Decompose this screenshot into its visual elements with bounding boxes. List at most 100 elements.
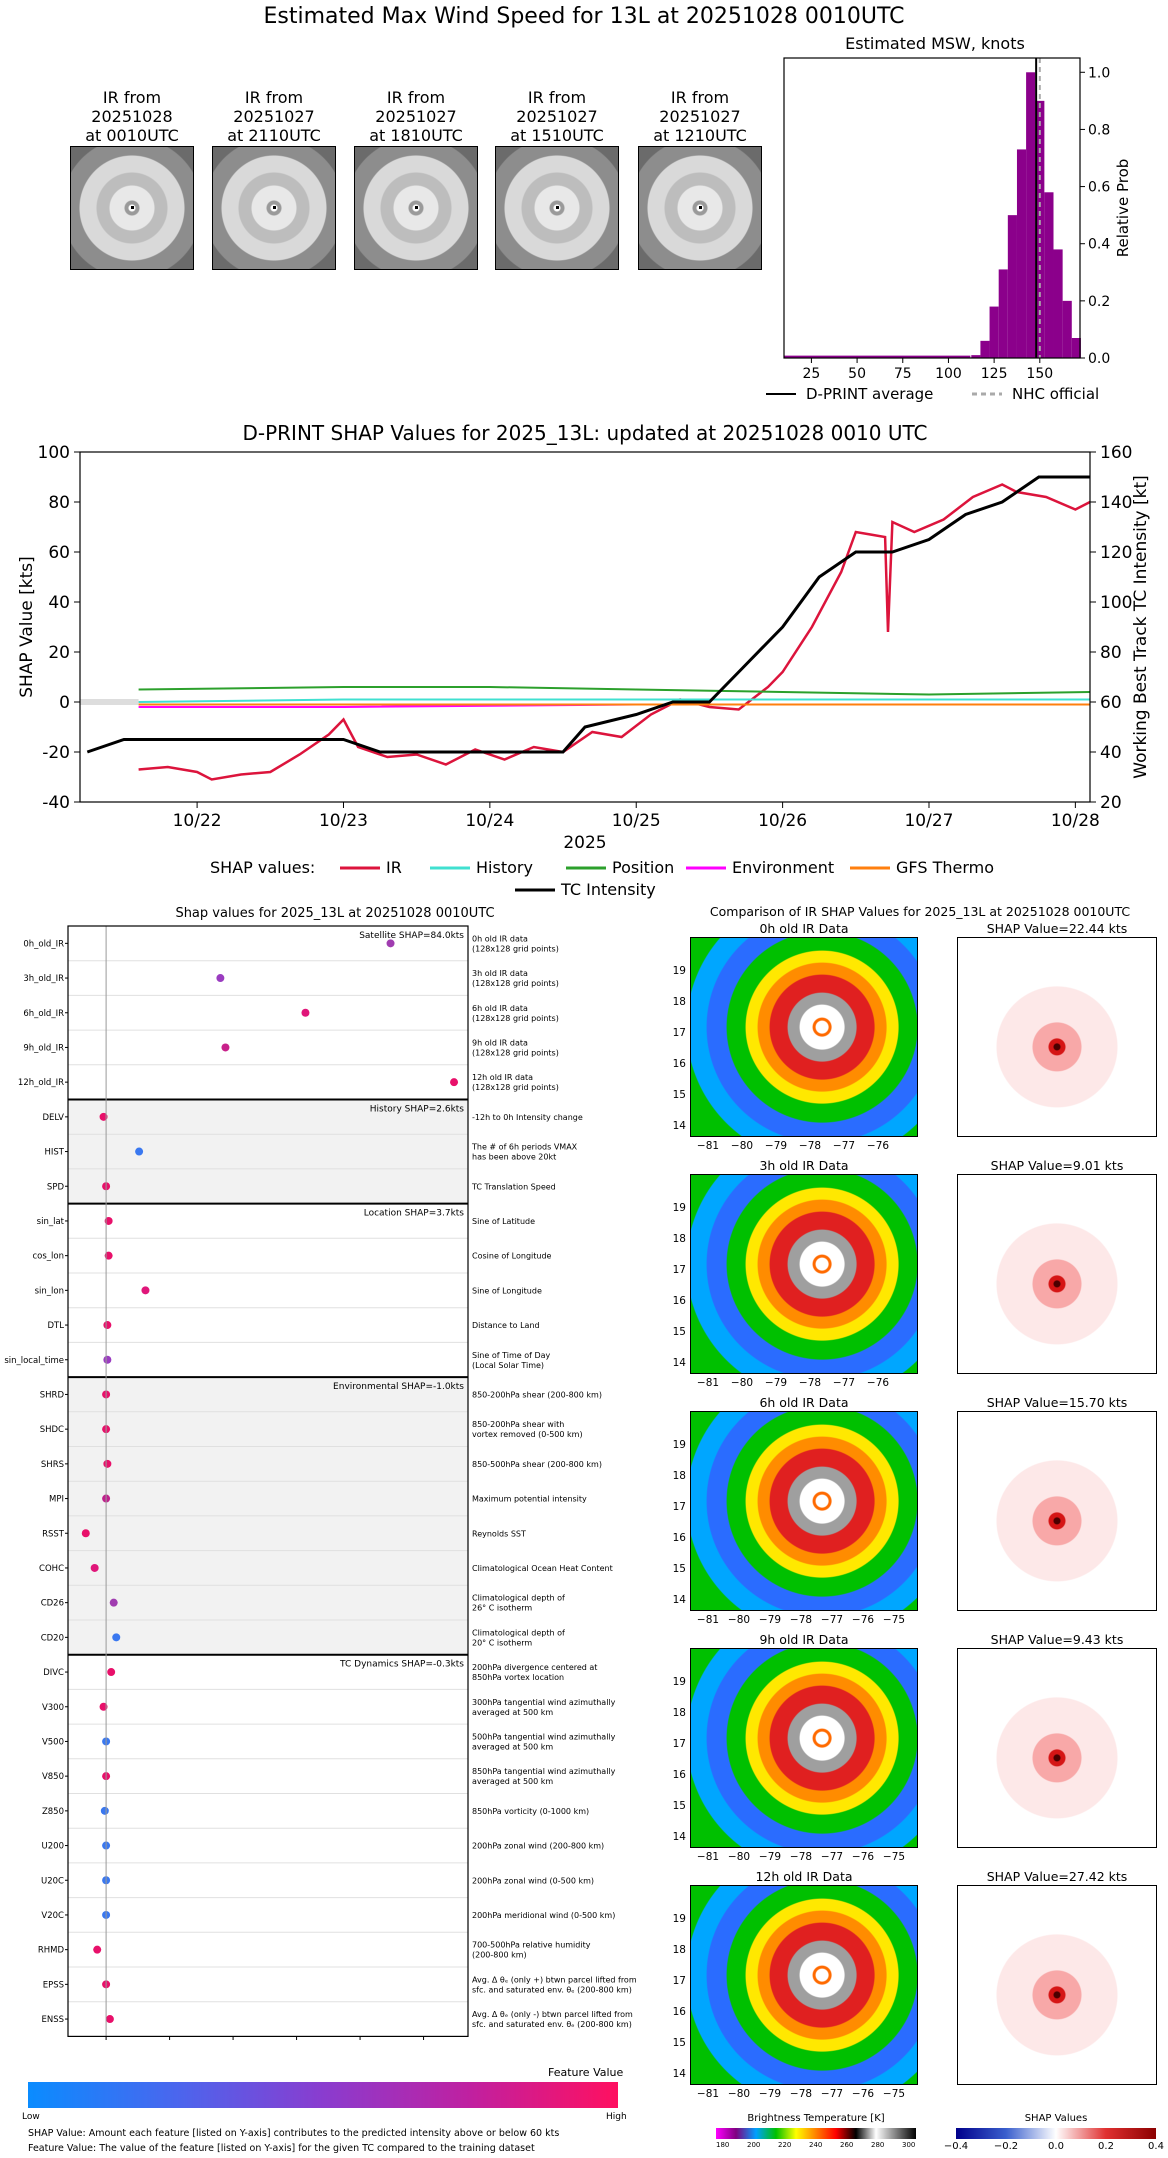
ir-x-tick-label: −78 [789,1614,813,1626]
y-tick-label: 80 [48,493,70,513]
legend-label: Position [612,858,674,877]
ir-y-tick-label: 15 [672,2037,686,2049]
group-label: Environmental SHAP=-1.0kts [333,1382,464,1392]
feature-description: Distance to Land [472,1321,540,1330]
feature-name: SHRD [40,1390,65,1400]
ir-thumbnail-title-line: 20251027 [516,107,598,126]
group-shading [68,1099,468,1204]
feature-description: Climatological depth of [472,1594,565,1603]
ir-thumbnail-title-line: IR from [527,88,587,107]
shap-map-panel [957,1885,1157,2085]
shap-colorbar-ticks: −0.4 −0.2 0.0 0.2 0.4 [944,2141,1164,2153]
feature-description: Climatological depth of [472,1628,565,1637]
feature-description: 20° C isotherm [472,1638,532,1647]
ir-x-tick-label: −80 [730,1377,754,1389]
ir-data-panel [690,1885,918,2085]
ir-x-tick-label: −79 [758,1614,782,1626]
feature-description: (128x128 grid points) [472,1048,559,1057]
feature-description: 0h old IR data [472,934,528,943]
ir-panel-title: 6h old IR Data [759,1395,849,1410]
y-tick-label: 100 [38,443,70,463]
ir-y-tick-label: 17 [672,1264,686,1276]
ir-x-tick-label: −79 [764,1140,788,1152]
feature-description: 200hPa divergence centered at [472,1663,597,1672]
ir-thumbnail-title-line: IR from [670,88,730,107]
feature-description: 500hPa tangential wind azimuthally [472,1732,616,1741]
feature-point [105,2015,114,2024]
feature-point [221,1043,230,1052]
feature-shap-title: Shap values for 2025_13L at 20251028 001… [175,906,495,921]
y-tick-label: 60 [48,543,70,563]
ir-y-tick-label: 14 [672,1120,686,1132]
feature-point [103,1355,112,1364]
ir-y-tick-label: 15 [672,1089,686,1101]
y-tick-label: -20 [42,743,70,763]
x-tick-label: 10/22 [173,811,222,831]
x-tick-label: 125 [981,366,1008,382]
ir-data-panel [690,1648,918,1848]
shap-map-panel [957,937,1157,1137]
ir-thumbnail-title: IR from 20251028 at 0010UTC [67,88,197,145]
y2-tick-label: 60 [1100,693,1122,713]
feature-point [104,1216,113,1225]
storm-center-marker [273,206,276,209]
feature-name: CD20 [41,1633,64,1643]
ir-y-tick-label: 17 [672,1738,686,1750]
ir-y-tick-label: 16 [672,1769,686,1781]
msw-histogram: 25 50 75 100 125 150 0.0 0.2 0.4 0.6 0.8 1.0 Relativ… [766,57,1132,403]
feature-name: RSST [42,1529,65,1539]
feature-name: RHMD [38,1946,65,1956]
ir-y-tick-label: 18 [672,996,686,1008]
storm-center-marker [131,206,134,209]
y-tick-label: -40 [42,793,70,813]
shap-map-panel [957,1648,1157,1848]
feature-description: Avg. Δ θₑ (only +) btwn parcel lifted fr… [472,1975,637,1984]
ir-thumbnail-image [638,146,762,270]
feature-description: vortex removed (0-500 km) [472,1430,583,1439]
histogram-bar [1016,149,1027,358]
y2-tick-label: 80 [1100,643,1122,663]
shap-tick-label: −0.4 [943,2141,969,2152]
feature-description: Cosine of Longitude [472,1252,552,1261]
feature-point [301,1008,310,1017]
histogram-bar [980,340,990,358]
y2-tick-label: 140 [1100,493,1132,513]
ir-x-tick-label: −81 [696,1377,720,1389]
feature-point [141,1286,150,1295]
feature-description: Sine of Time of Day [472,1351,551,1360]
x-tick-label: 10/25 [612,811,661,831]
storm-center-marker [699,206,702,209]
feature-name: HIST [45,1148,65,1158]
y-tick-label: 0 [59,693,70,713]
brightness-tick-label: 300 [902,2141,916,2149]
feature-description: 12h old IR data [472,1073,533,1082]
ir-y-tick-label: 19 [672,1439,686,1451]
feature-point [386,939,395,948]
group-label: History SHAP=2.6kts [370,1105,465,1115]
ir-y-tick-label: 19 [672,965,686,977]
x-tick-label: 25 [802,366,820,382]
feature-description: 850hPa vorticity (0-1000 km) [472,1807,589,1816]
y2-axis-label: Working Best Track TC Intensity [kt] [1131,475,1151,779]
ir-thumbnail-title-line: at 1510UTC [510,126,604,145]
ir-thumbnail-title-line: IR from [386,88,446,107]
feature-point [90,1563,99,1572]
shap-tick-label: 0.2 [1098,2141,1114,2152]
feature-description: has been above 20kt [472,1153,556,1162]
ir-x-tick-label: −81 [696,1140,720,1152]
feature-colorbar-low: Low [22,2112,40,2122]
ir-panel-title: 12h old IR Data [755,1869,853,1884]
feature-description: (Local Solar Time) [472,1361,544,1370]
feature-description: 850-200hPa shear with [472,1420,564,1429]
feature-point [135,1147,144,1156]
feature-colorbar [28,2082,618,2108]
tc-intensity-line [86,475,1090,754]
feature-description: 200hPa meridional wind (0-500 km) [472,1911,615,1920]
ir-x-tick-label: −77 [832,1377,856,1389]
feature-point [81,1529,90,1538]
legend-label: GFS Thermo [896,858,994,877]
ir-thumbnail-title: IR from 20251027 at 1810UTC [351,88,481,145]
ir-x-tick-label: −77 [820,1851,844,1863]
feature-name: SHRS [41,1460,64,1470]
feature-point [107,1668,116,1677]
